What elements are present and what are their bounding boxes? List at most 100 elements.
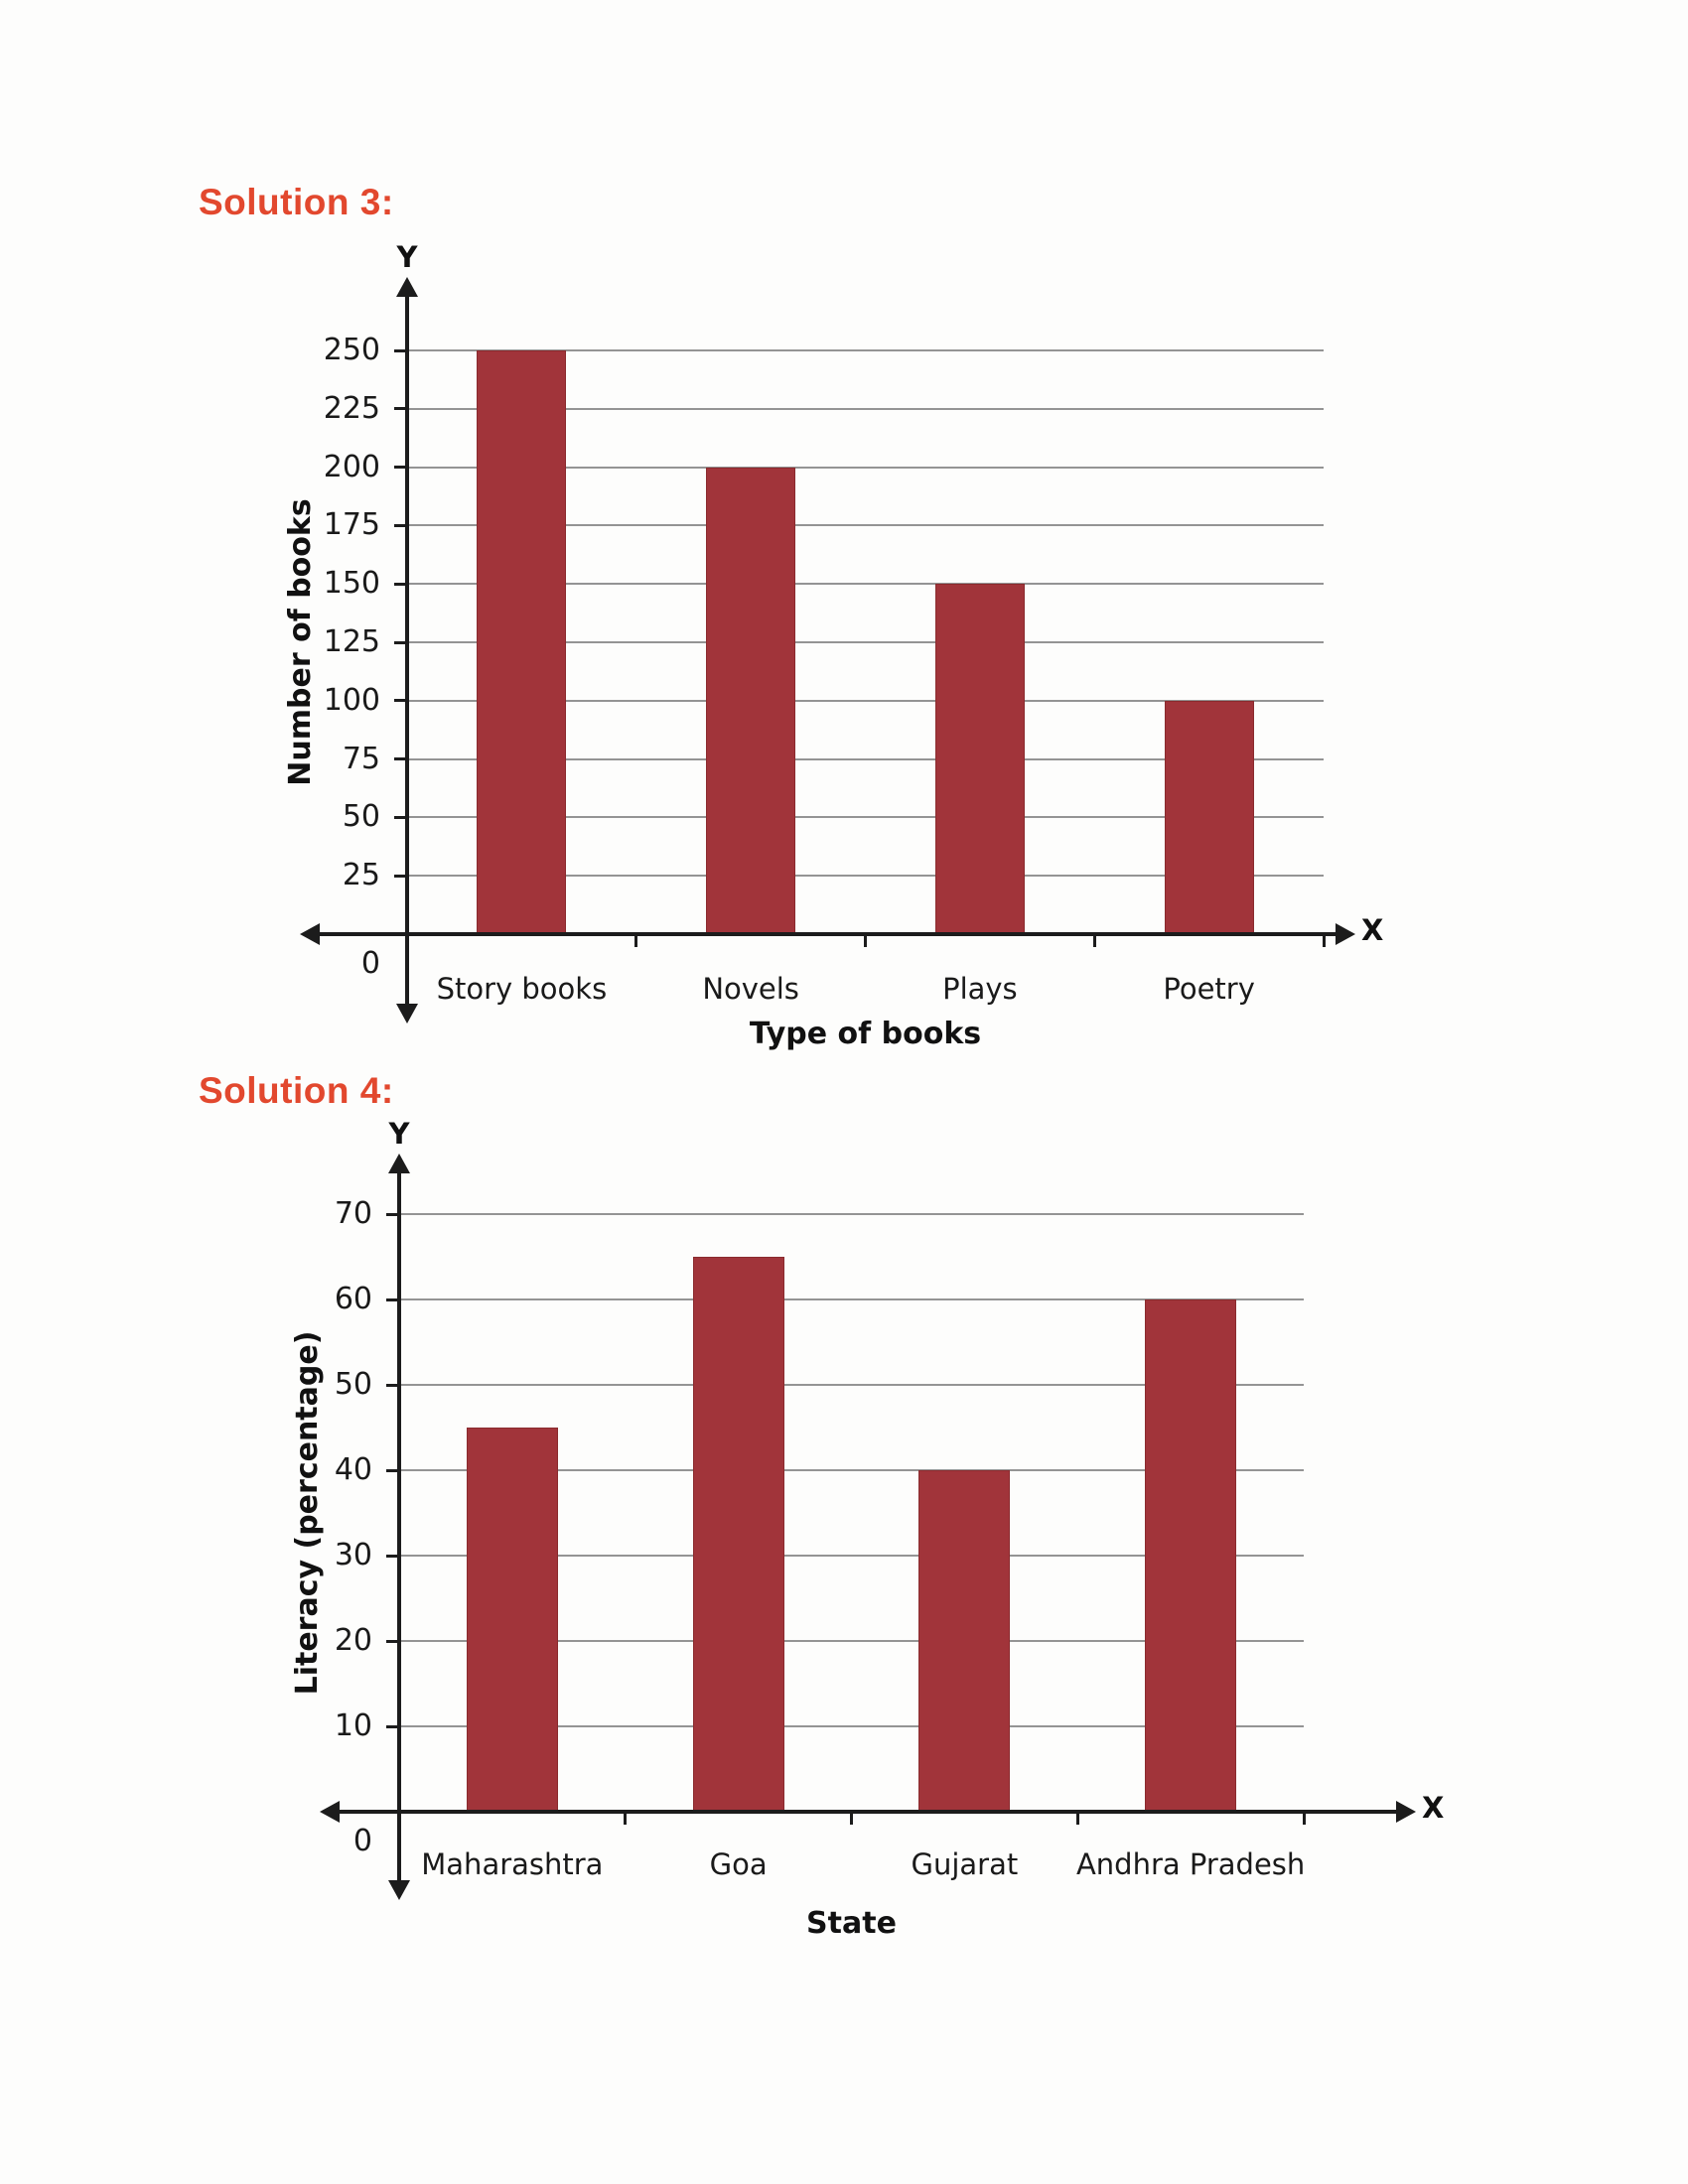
y-tick-label: 100 [323, 682, 380, 718]
y-tick-label: 40 [334, 1452, 372, 1487]
gridline [407, 641, 1324, 643]
gridline [399, 1213, 1304, 1215]
books-bar-chart: 0 25 50 75 100 125 150 175 200 225 250 Story books N… [179, 238, 1450, 1092]
y-axis-end-label: Y [396, 240, 418, 274]
y-axis-arrow-down-icon [396, 1004, 418, 1024]
gridline [399, 1298, 1304, 1300]
bar-goa [692, 1257, 784, 1812]
y-tick-label: 175 [323, 507, 380, 543]
gridline [407, 349, 1324, 351]
y-tick [394, 582, 409, 586]
y-tick [394, 640, 409, 644]
gridline [407, 583, 1324, 586]
gridline [407, 816, 1324, 819]
x-axis-arrow-left-icon [300, 923, 320, 945]
y-tick [394, 348, 409, 352]
y-tick-label: 20 [334, 1623, 372, 1658]
bar-gujarat [918, 1470, 1011, 1812]
gridline [407, 524, 1324, 527]
x-tick [850, 1812, 853, 1825]
bar-story-books [477, 350, 567, 934]
y-tick [394, 757, 409, 761]
x-axis-title: Type of books [749, 1017, 982, 1051]
x-axis-title: State [806, 1906, 897, 1941]
gridline [407, 757, 1324, 760]
y-tick [386, 1468, 401, 1472]
y-tick-label: 75 [342, 741, 380, 776]
category-label-andhra-pradesh: Andhra Pradesh [1075, 1847, 1306, 1881]
x-tick [864, 934, 867, 947]
category-label-poetry: Poetry [1163, 972, 1255, 1006]
x-axis [338, 1810, 1398, 1814]
gridline [407, 875, 1324, 878]
x-tick [624, 1812, 628, 1825]
bar-poetry [1164, 700, 1254, 934]
x-axis [318, 932, 1337, 936]
x-axis-arrow-right-icon [1396, 1801, 1416, 1823]
x-tick [1092, 934, 1096, 947]
y-tick-label: 10 [334, 1708, 372, 1743]
bar-novels [706, 467, 796, 934]
y-axis-arrow-up-icon [388, 1154, 410, 1173]
y-tick-label: 250 [323, 333, 380, 367]
y-tick [394, 815, 409, 819]
bar-plays [934, 584, 1025, 934]
y-axis-end-label: Y [388, 1117, 410, 1151]
y-tick-label: 25 [342, 858, 380, 893]
category-label-gujarat: Gujarat [911, 1847, 1019, 1881]
category-label-plays: Plays [942, 972, 1018, 1006]
y-axis [405, 293, 409, 1008]
origin-label: 0 [360, 946, 380, 981]
solution-4-heading: Solution 4: [199, 1070, 394, 1111]
solution-3-heading: Solution 3: [199, 182, 394, 222]
origin-label: 0 [352, 1824, 372, 1858]
gridline [399, 1469, 1304, 1471]
x-tick [634, 934, 638, 947]
gridline [399, 1725, 1304, 1727]
y-tick [386, 1639, 401, 1643]
y-tick [394, 699, 409, 703]
y-axis-arrow-down-icon [388, 1880, 410, 1900]
y-tick-label: 60 [334, 1282, 372, 1316]
y-tick-label: 50 [334, 1367, 372, 1402]
y-tick [394, 407, 409, 411]
x-axis-end-label: X [1361, 913, 1384, 947]
y-tick [394, 466, 409, 470]
y-tick [386, 1297, 401, 1301]
bar-maharashtra [466, 1428, 558, 1812]
y-tick [386, 1212, 401, 1216]
y-tick-label: 70 [334, 1196, 372, 1231]
y-tick [394, 523, 409, 527]
y-tick [386, 1383, 401, 1387]
y-axis-title-text: Literacy (percentage) [290, 1330, 325, 1696]
gridline [399, 1384, 1304, 1386]
y-tick-label: 50 [342, 799, 380, 835]
y-tick-label: 200 [323, 449, 380, 484]
y-axis-title-text: Number of books [283, 498, 318, 786]
y-tick-label: 225 [323, 390, 380, 426]
bar-andhra-pradesh [1145, 1299, 1237, 1812]
y-tick [394, 874, 409, 878]
category-label-novels: Novels [702, 972, 799, 1006]
y-tick-label: 125 [323, 624, 380, 659]
x-tick [1302, 1812, 1306, 1825]
category-label-story-books: Story books [436, 972, 608, 1006]
y-axis [397, 1169, 401, 1884]
x-tick [1075, 1812, 1079, 1825]
gridline [407, 466, 1324, 469]
x-axis-arrow-left-icon [320, 1801, 340, 1823]
x-axis-end-label: X [1422, 1791, 1445, 1825]
gridline [399, 1640, 1304, 1642]
gridline [399, 1555, 1304, 1557]
x-axis-arrow-right-icon [1336, 923, 1355, 945]
gridline [407, 407, 1324, 410]
y-tick [386, 1554, 401, 1558]
y-tick-label: 30 [334, 1538, 372, 1572]
literacy-bar-chart: 0 10 20 30 40 50 60 70 Maharashtra Goa Gujarat Andh… [179, 1118, 1529, 2005]
gridline [407, 699, 1324, 702]
x-tick [1322, 934, 1326, 947]
category-label-maharashtra: Maharashtra [421, 1847, 604, 1881]
y-tick [386, 1724, 401, 1728]
y-tick-label: 150 [323, 566, 380, 602]
y-axis-arrow-up-icon [396, 277, 418, 297]
